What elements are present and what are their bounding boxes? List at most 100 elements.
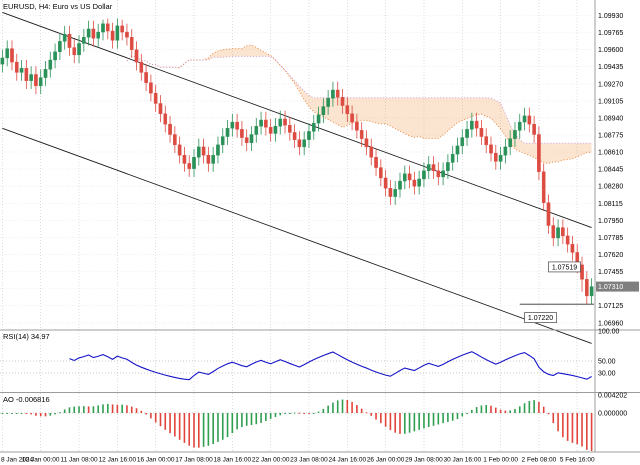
- price-axis-label: 1.07620: [598, 252, 623, 259]
- ao-bar: [303, 413, 305, 414]
- time-axis-label: 8 Jan 2024: [1, 457, 34, 464]
- lower-channel-line[interactable]: [2, 127, 592, 344]
- candle-down: [335, 89, 340, 98]
- ao-bar: [542, 406, 545, 413]
- candle-down: [153, 92, 158, 104]
- candle-up: [589, 286, 594, 297]
- ao-bar: [49, 413, 52, 416]
- candle-down: [407, 173, 412, 181]
- upper-channel-line[interactable]: [2, 11, 592, 229]
- ao-bar: [514, 408, 516, 413]
- ao-bar: [197, 413, 200, 448]
- price-label-box[interactable]: [548, 261, 581, 273]
- ao-bar: [346, 400, 349, 413]
- ao-bar: [566, 413, 569, 441]
- candle-up: [225, 128, 230, 137]
- candle-up: [498, 154, 503, 162]
- time-axis-label: 30 Jan 16:00: [443, 457, 481, 464]
- candle-up: [302, 139, 306, 148]
- ao-bar: [356, 405, 358, 413]
- ao-bar: [221, 413, 224, 440]
- candle-up: [43, 69, 48, 78]
- ao-bar: [150, 413, 152, 419]
- candle-up: [402, 173, 407, 182]
- candle-down: [206, 154, 211, 164]
- candle-down: [541, 171, 546, 203]
- candle-up: [29, 74, 33, 81]
- senkou-span-a-line: [126, 44, 592, 164]
- candle-up: [517, 121, 522, 131]
- rsi-line: [69, 351, 592, 381]
- ao-bar: [298, 412, 301, 414]
- candle-up: [393, 189, 398, 197]
- time-axis-label: 17 Jan 08:00: [175, 457, 213, 464]
- candle-down: [359, 130, 364, 139]
- ao-bar: [552, 413, 555, 424]
- candle-down: [297, 139, 302, 148]
- current-price-tag-text: 1.07310: [598, 284, 623, 291]
- ao-bar: [341, 399, 344, 413]
- ao-bar: [480, 405, 483, 413]
- price-axis-label: 1.09105: [598, 98, 623, 105]
- candle-down: [369, 146, 374, 158]
- ao-bar: [135, 408, 138, 413]
- ao-bar: [533, 400, 535, 413]
- ao-bar: [284, 413, 286, 415]
- ao-bar: [456, 413, 459, 420]
- ao-bar: [332, 402, 334, 413]
- ao-bar: [245, 413, 248, 426]
- price-axis-label: 1.08280: [598, 184, 623, 191]
- candle-up: [220, 136, 225, 146]
- candle-up: [417, 178, 421, 187]
- ao-bar: [140, 410, 143, 413]
- ao-bar: [183, 413, 186, 443]
- ao-axis-label: 0.004202: [598, 392, 627, 399]
- ao-bar: [106, 403, 109, 413]
- ao-bar: [293, 412, 296, 414]
- candle-up: [259, 119, 263, 127]
- candle-down: [383, 177, 388, 189]
- candle-down: [340, 97, 345, 106]
- candle-down: [110, 30, 115, 41]
- ao-bar: [159, 413, 162, 427]
- price-axis-label: 1.07455: [598, 269, 623, 276]
- candle-down: [268, 127, 273, 134]
- candle-up: [441, 170, 445, 178]
- ao-bar: [471, 409, 473, 413]
- candle-down: [182, 154, 187, 164]
- ao-bar: [169, 413, 171, 434]
- ao-bar: [413, 413, 416, 432]
- candle-down: [67, 33, 72, 48]
- ao-bar: [308, 413, 310, 414]
- ao-bar: [269, 413, 272, 419]
- candle-down: [14, 61, 19, 73]
- candle-up: [86, 28, 91, 38]
- ao-bar: [375, 413, 377, 420]
- ao-bar: [68, 407, 71, 413]
- candle-down: [479, 128, 484, 137]
- ao-bar: [255, 413, 258, 425]
- price-axis-label: 1.09930: [598, 13, 623, 20]
- senkou-span-b-line: [126, 55, 592, 144]
- ao-bar: [59, 412, 61, 414]
- price-axis-label: 1.07785: [598, 235, 623, 242]
- ichimoku-cloud: [126, 45, 592, 164]
- candle-down: [139, 61, 144, 73]
- ao-bar: [39, 413, 42, 417]
- candle-up: [321, 106, 326, 116]
- candle-down: [129, 37, 134, 50]
- candle-down: [565, 235, 570, 245]
- candle-up: [19, 68, 24, 73]
- price-label-box[interactable]: [524, 312, 557, 323]
- ao-bar: [260, 413, 262, 423]
- time-axis-label: 16 Jan 00:00: [137, 457, 175, 464]
- candle-down: [474, 120, 479, 129]
- ao-bar: [427, 413, 430, 428]
- candle-up: [5, 48, 9, 59]
- candle-up: [460, 137, 465, 147]
- candle-down: [484, 136, 489, 146]
- ao-bar: [418, 413, 420, 430]
- candle-down: [570, 243, 575, 253]
- ao-bar: [126, 405, 128, 413]
